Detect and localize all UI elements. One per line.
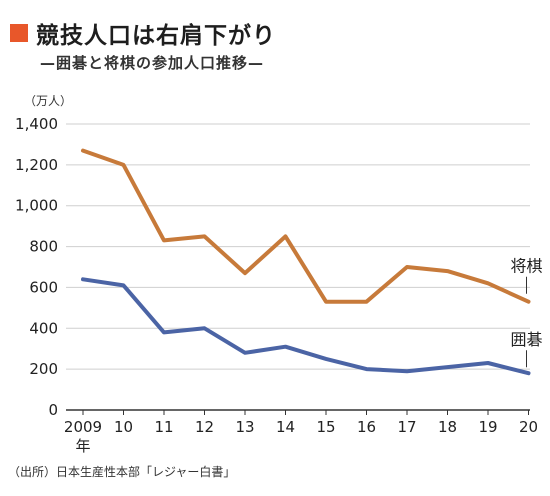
y-tick-label: 0 <box>48 401 58 419</box>
title-row: 競技人口は右肩下がり <box>10 16 276 50</box>
x-tick-label: 14 <box>276 418 295 436</box>
series-line-2 <box>81 277 531 376</box>
x-tick-year-suffix: 年 <box>75 437 90 455</box>
x-tick-label: 12 <box>195 418 214 436</box>
x-tick-label: 19 <box>478 418 497 436</box>
x-tick-label: 13 <box>235 418 254 436</box>
y-tick-label: 800 <box>29 238 58 256</box>
source-note: （出所）日本生産性本部「レジャー白書」 <box>8 465 236 479</box>
y-tick-label: 1,000 <box>15 197 58 215</box>
x-tick-label: 15 <box>316 418 335 436</box>
y-tick-label: 600 <box>29 278 58 296</box>
series-label: 囲碁 <box>510 330 542 349</box>
chart-title: 競技人口は右肩下がり <box>36 23 276 49</box>
series-label: 将棋 <box>510 257 542 276</box>
x-tick-label: 10 <box>114 418 133 436</box>
x-tick-label: 18 <box>438 418 457 436</box>
x-tick-label: 2009 <box>64 418 102 436</box>
y-tick-label: 200 <box>29 360 58 378</box>
y-axis-unit: （万人） <box>24 94 73 108</box>
y-tick-label: 1,400 <box>15 115 58 133</box>
x-tick-label: 20 <box>519 418 538 436</box>
x-tick-label: 17 <box>397 418 416 436</box>
title-marker <box>10 24 28 42</box>
series-line-1 <box>81 148 531 304</box>
chart-subtitle: —囲碁と将棋の参加人口推移— <box>40 54 265 72</box>
x-tick-label: 16 <box>357 418 376 436</box>
x-tick-label: 11 <box>154 418 173 436</box>
y-tick-label: 400 <box>29 319 58 337</box>
y-tick-label: 1,200 <box>15 156 58 174</box>
